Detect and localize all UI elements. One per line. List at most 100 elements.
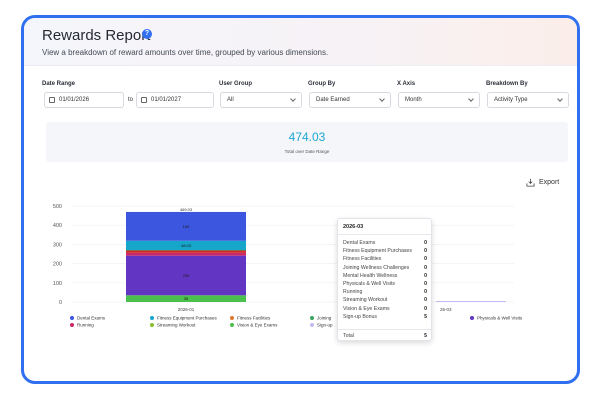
tooltip-row-value: 0: [424, 305, 427, 312]
bar-segment-label: 48.03: [181, 243, 192, 248]
chevron-down-icon: [290, 96, 296, 102]
chart-tooltip: 2026-03 Dental Exams 0 Fitness Equipment P…: [337, 218, 432, 341]
tooltip-row-label: Streaming Workout: [343, 297, 388, 304]
legend-swatch: [70, 315, 74, 320]
legend-item[interactable]: Physicals & Well Visits: [470, 315, 522, 320]
tooltip-row: Fitness Equipment Purchases 0: [343, 248, 427, 254]
legend-item[interactable]: Fitness Equipment Purchases: [150, 315, 217, 320]
legend-swatch: [230, 322, 234, 327]
export-label: Export: [539, 179, 560, 186]
group-by-value: Date Earned: [316, 97, 350, 103]
page-subtitle: View a breakdown of reward amounts over …: [42, 48, 329, 57]
start-date-input[interactable]: 01/01/2026: [44, 92, 124, 108]
bar-segment: [126, 240, 246, 250]
total-summary-card: 474.03 Total over Date Range: [46, 122, 568, 162]
y-tick-label: 300: [53, 242, 62, 248]
legend-item[interactable]: Streaming Workout: [150, 322, 195, 327]
help-icon[interactable]: ?: [142, 29, 152, 39]
x-tick-label: 2026-01: [178, 307, 195, 312]
user-group-value: All: [227, 97, 234, 103]
legend-swatch: [150, 322, 154, 327]
legend-label: Streaming Workout: [157, 322, 196, 328]
group-by-label: Group By: [308, 81, 336, 87]
tooltip-total-value: 5: [424, 333, 427, 339]
tooltip-row-value: 0: [424, 240, 427, 246]
bar-segment: [126, 249, 246, 251]
breakdown-by-select[interactable]: Activity Type: [487, 92, 569, 108]
legend-swatch: [150, 315, 154, 320]
page-title: Rewards Report: [42, 27, 151, 44]
bar-segment: [126, 252, 246, 256]
user-group-select[interactable]: All: [220, 92, 302, 108]
end-date-value: 01/01/2027: [151, 97, 182, 103]
tooltip-row: Streaming Workout 0: [343, 297, 427, 303]
bar-segment-label: 206: [183, 273, 190, 278]
tooltip-row-label: Mental Health Wellness: [343, 272, 398, 279]
legend-label: Vision & Eye Exams: [237, 322, 278, 328]
legend-swatch: [310, 322, 314, 327]
legend-label: Sign-up: [317, 322, 333, 328]
bar-segment: [126, 295, 246, 302]
breakdown-by-label: Breakdown By: [486, 81, 528, 87]
legend-swatch: [470, 315, 474, 320]
tooltip-row-label: Fitness Facilities: [343, 256, 382, 263]
download-icon: [526, 178, 535, 187]
bar-segment: [126, 250, 246, 253]
chevron-down-icon: [379, 96, 385, 102]
legend-item[interactable]: Sign-up: [310, 322, 333, 327]
tooltip-title: 2026-03: [343, 224, 364, 230]
legend-label: Fitness Facilities: [237, 315, 271, 321]
total-value: 474.03: [288, 130, 326, 144]
bar-segment: [126, 211, 246, 241]
tooltip-row: Dental Exams 0: [343, 240, 427, 246]
end-date-input[interactable]: 01/01/2027: [136, 92, 214, 108]
chevron-down-icon: [557, 96, 563, 102]
legend-item[interactable]: Running: [70, 322, 94, 327]
bar-total-label: 469.03: [180, 207, 193, 212]
group-by-select[interactable]: Date Earned: [309, 92, 391, 108]
tooltip-divider: [338, 234, 431, 235]
legend-label: Dental Exams: [77, 315, 106, 321]
date-range-to-label: to: [128, 97, 134, 103]
tooltip-total-label: Total: [343, 333, 354, 339]
y-tick-label: 0: [59, 300, 62, 306]
x-axis-label: X Axis: [397, 81, 416, 87]
x-axis-select[interactable]: Month: [398, 92, 480, 108]
legend-label: Joining: [317, 315, 332, 321]
tooltip-row-label: Physicals & Well Visits: [343, 281, 395, 287]
user-group-label: User Group: [219, 81, 253, 87]
tooltip-row-value: 0: [424, 248, 427, 255]
legend-item[interactable]: Dental Exams: [70, 315, 105, 320]
chevron-down-icon: [468, 96, 474, 102]
legend-item[interactable]: Vision & Eye Exams: [230, 322, 277, 327]
date-range-label: Date Range: [42, 81, 76, 87]
calendar-icon: [141, 97, 147, 103]
legend-label: Physicals & Well Visits: [477, 315, 523, 321]
tooltip-row: Physicals & Well Visits 0: [343, 281, 427, 287]
bar-segment-label: 150: [183, 224, 190, 229]
legend-item[interactable]: Joining: [310, 315, 331, 320]
legend-label: Running: [77, 322, 94, 328]
y-tick-label: 200: [53, 262, 62, 268]
legend-swatch: [310, 315, 314, 320]
calendar-icon: [49, 97, 55, 103]
bar-segment-label: 35: [184, 296, 189, 301]
report-header: Rewards Report ? View a breakdown of rew…: [24, 18, 577, 66]
tooltip-row: Running 0: [343, 289, 427, 295]
tooltip-row-value: 0: [424, 256, 427, 263]
tooltip-total-row: Total 5: [343, 333, 427, 339]
tooltip-row-label: Dental Exams: [343, 240, 376, 246]
tooltip-row-value: 5: [424, 313, 427, 320]
bar-segment: [436, 301, 506, 302]
tooltip-row: Mental Health Wellness 0: [343, 273, 427, 279]
x-axis-value: Month: [405, 97, 422, 103]
report-window: Rewards Report ? View a breakdown of rew…: [21, 15, 580, 384]
tooltip-row-value: 0: [424, 281, 427, 287]
legend-item[interactable]: Fitness Facilities: [230, 315, 270, 320]
x-tick-label: 26-03: [440, 307, 452, 312]
tooltip-row-value: 0: [424, 272, 427, 279]
legend-swatch: [230, 315, 234, 320]
bar-segment: [126, 255, 246, 296]
tooltip-row-value: 0: [424, 297, 427, 304]
tooltip-row: Sign-up Bonus 5: [343, 314, 427, 320]
